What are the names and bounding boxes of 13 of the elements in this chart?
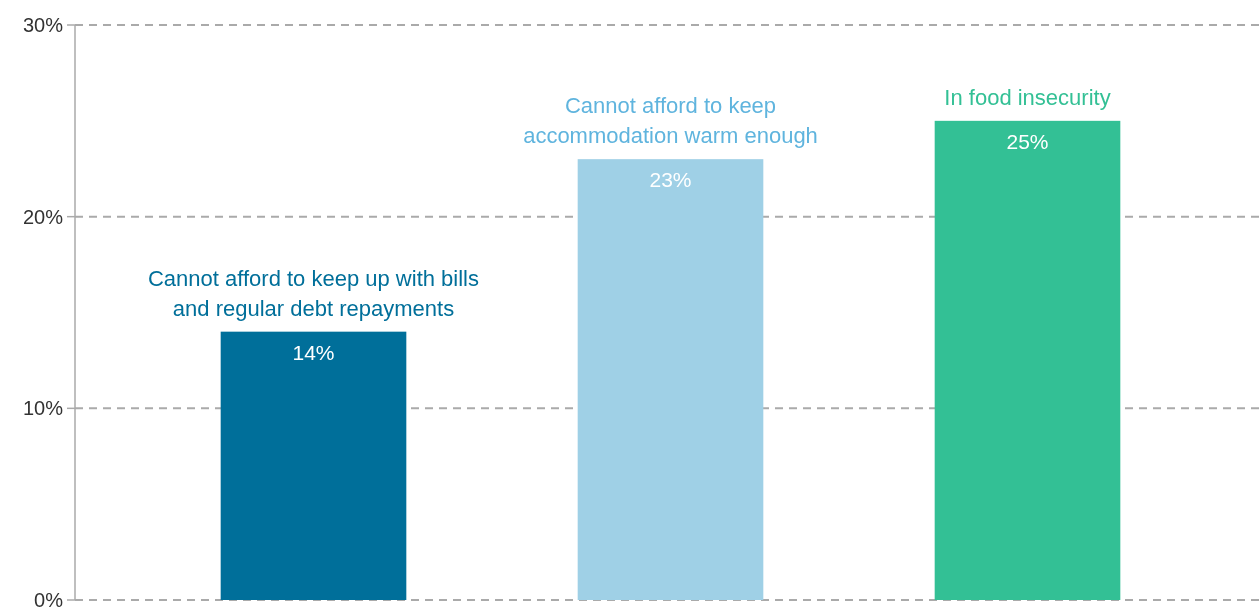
y-tick-label: 10% (22, 397, 64, 420)
y-tick-label: 20% (22, 205, 64, 228)
bar (220, 331, 407, 600)
y-tick-label: 30% (22, 14, 64, 36)
data-label: 23% (649, 168, 692, 192)
data-label: 14% (292, 340, 335, 364)
bar (934, 120, 1121, 600)
y-tick-label: 0% (34, 589, 64, 611)
x-tick-label: Cannot afford to keep accommodation warm enough (523, 93, 818, 149)
x-tick-label: Cannot afford to keep up with bills and regular debt repayments (147, 265, 480, 321)
x-tick-label: In food insecurity (944, 84, 1111, 110)
data-label: 25% (1006, 129, 1049, 153)
bar (577, 159, 764, 600)
